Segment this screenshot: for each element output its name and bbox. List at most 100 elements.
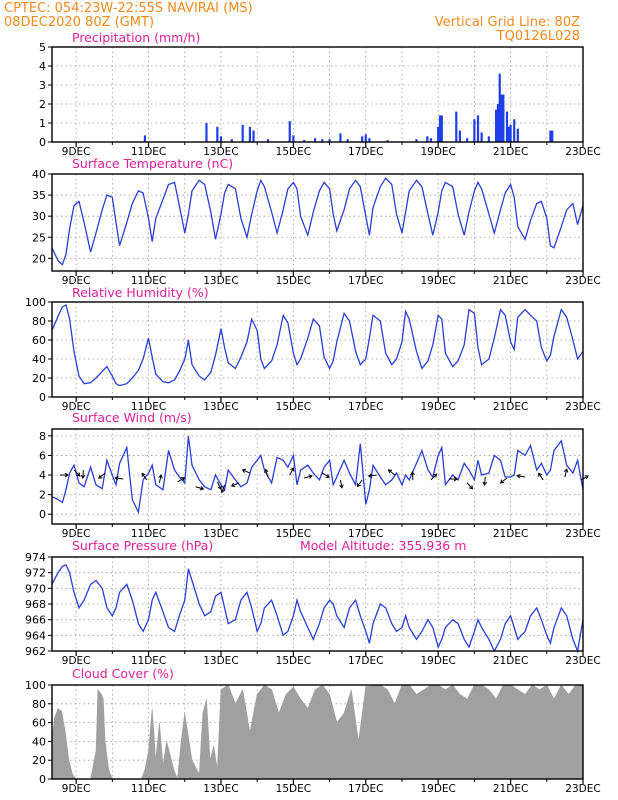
temperature-ytick-label: 25 — [32, 231, 46, 244]
wind-arrow-head — [64, 472, 69, 478]
wind-direction-arrow — [466, 482, 474, 490]
wind-arrow-head — [339, 484, 344, 489]
temperature-title: Surface Temperature (nC) — [72, 156, 233, 171]
cloud-cover-area — [51, 684, 584, 780]
wind-arrow-head — [387, 469, 393, 474]
precip-xtick-label: 9DEC — [62, 146, 91, 158]
pressure-ytick-label: 972 — [25, 567, 46, 580]
wind-arrow-shaft — [216, 481, 222, 490]
wind-arrow-shaft — [264, 469, 269, 478]
pressure-xtick-label: 15DEC — [276, 655, 311, 667]
wind-arrow-head — [325, 473, 330, 478]
wind-arrow-head — [538, 472, 543, 477]
precip-bar — [241, 124, 244, 142]
wind-arrow-head — [356, 482, 361, 488]
cloud-xtick-label: 23DEC — [565, 783, 600, 795]
wind-arrow-shaft — [177, 477, 185, 483]
wind-arrow-shaft — [466, 482, 473, 490]
humidity-frame — [51, 301, 584, 398]
humidity-ytick-label: 20 — [32, 372, 46, 385]
humidity-xtick-label: 15DEC — [276, 401, 311, 413]
precip-ytick-label: 1 — [39, 117, 46, 130]
model-altitude-annotation: Model Altitude: 355.936 m — [300, 538, 466, 553]
wind-arrow-head — [563, 468, 569, 473]
wind-arrow-shaft — [158, 474, 162, 483]
precip-xtick-label: 23DEC — [565, 146, 600, 158]
header-model: TQ0126L028 — [496, 29, 580, 44]
temperature-series-line — [51, 177, 584, 266]
humidity-ytick-label: 60 — [32, 334, 46, 347]
wind-direction-arrow — [230, 482, 240, 488]
precip-bar — [346, 139, 349, 142]
wind-title: Surface Wind (m/s) — [72, 410, 192, 425]
wind-arrow-shaft — [82, 470, 84, 479]
humidity-panel: 0 20 40 60 80 100 9DEC 11DEC 13DEC 15DEC 17DEC 19DE… — [25, 296, 601, 413]
wind-arrow-head — [199, 486, 205, 491]
wind-arrow-head — [367, 473, 373, 478]
cloud-xtick-label: 15DEC — [276, 783, 311, 795]
humidity-ytick-label: 100 — [25, 296, 46, 309]
wind-arrow-head — [80, 474, 86, 480]
wind-arrow-head — [76, 472, 81, 477]
temperature-ytick-label: 30 — [32, 210, 46, 223]
wind-xtick-label: 23DEC — [565, 528, 600, 540]
wind-series-line — [51, 435, 584, 515]
precip-bar — [248, 126, 252, 142]
wind-arrow-head — [114, 475, 119, 481]
cloud-ytick-label: 40 — [32, 735, 46, 748]
cloud-ytick-label: 0 — [39, 773, 46, 786]
wind-direction-arrow — [80, 470, 86, 480]
precip-xtick-label: 17DEC — [348, 146, 383, 158]
wind-arrow-head — [410, 471, 415, 476]
wind-direction-arrow — [158, 474, 163, 483]
header-date: 08DEC2020 80Z (GMT) — [4, 15, 154, 30]
pressure-ytick-label: 962 — [25, 645, 46, 658]
wind-arrow-shaft — [115, 477, 124, 480]
precip-bar — [216, 126, 219, 142]
temperature-ytick-label: 20 — [32, 252, 46, 265]
precip-bar — [415, 139, 418, 142]
wind-direction-arrow — [177, 477, 186, 483]
wind-arrow-shaft — [430, 473, 437, 481]
precip-bar — [473, 119, 476, 142]
humidity-xtick-label: 9DEC — [62, 401, 91, 413]
humidity-title: Relative Humidity (%) — [72, 285, 209, 300]
pressure-frame — [51, 556, 584, 652]
wind-direction-arrow — [322, 472, 330, 478]
humidity-series-line — [51, 303, 584, 387]
temperature-xtick-label: 21DEC — [493, 275, 528, 287]
temperature-xtick-label: 11DEC — [131, 275, 166, 287]
wind-direction-arrow — [289, 467, 295, 476]
humidity-xtick-label: 21DEC — [493, 401, 528, 413]
precip-xtick-label: 15DEC — [276, 146, 311, 158]
cloud-xtick-label: 21DEC — [493, 783, 528, 795]
wind-direction-arrow — [580, 475, 589, 481]
wind-direction-arrow — [114, 475, 124, 481]
pressure-series-line — [51, 563, 584, 654]
precip-xtick-label: 21DEC — [493, 146, 528, 158]
precip-bar — [205, 123, 208, 142]
precip-bar — [487, 136, 490, 142]
wind-direction-arrow — [499, 477, 508, 484]
pressure-ytick-label: 968 — [25, 598, 46, 611]
pressure-xtick-label: 13DEC — [203, 655, 238, 667]
wind-arrow-head — [499, 479, 505, 484]
precip-bar — [502, 94, 505, 142]
humidity-xtick-label: 11DEC — [131, 401, 166, 413]
precip-bar — [549, 130, 552, 142]
wind-arrow-head — [180, 477, 186, 482]
humidity-xtick-label: 17DEC — [348, 401, 383, 413]
pressure-ytick-label: 974 — [25, 551, 46, 564]
temperature-frame — [51, 173, 584, 272]
wind-arrow-head — [290, 467, 295, 472]
temperature-xtick-label: 23DEC — [565, 275, 600, 287]
precip-bar — [143, 135, 147, 142]
precip-bar — [513, 119, 516, 142]
precip-bar — [321, 139, 324, 142]
humidity-ytick-label: 80 — [32, 315, 46, 328]
precip-bar — [288, 121, 291, 142]
pressure-ytick-label: 970 — [25, 582, 46, 595]
wind-ytick-label: 0 — [39, 508, 46, 521]
header-station: CPTEC: 054:23W-22:55S NAVIRAI (MS) — [4, 1, 253, 16]
cloud-xtick-label: 19DEC — [420, 783, 455, 795]
